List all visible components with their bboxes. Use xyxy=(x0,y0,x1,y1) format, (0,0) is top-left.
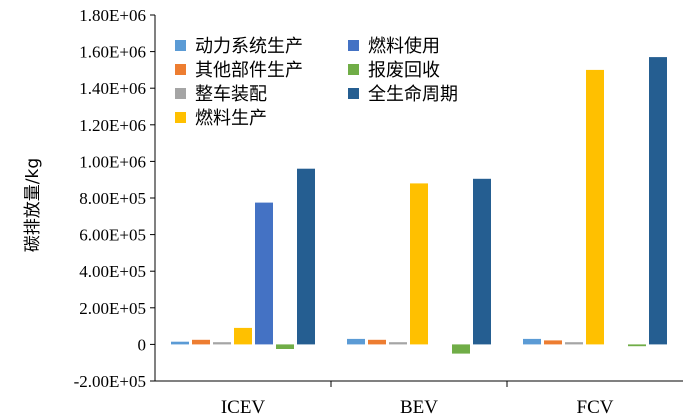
legend-label: 其他部件生产 xyxy=(195,60,303,81)
legend-label: 燃料生产 xyxy=(195,108,267,129)
x-category-label: ICEV xyxy=(221,397,266,418)
bar xyxy=(649,57,667,345)
legend-swatch xyxy=(348,64,359,75)
bar xyxy=(473,178,491,345)
y-tick-label: 1.20E+06 xyxy=(79,116,146,135)
bar xyxy=(368,339,386,345)
y-tick-label: -2.00E+05 xyxy=(74,372,146,391)
y-tick-label: 8.00E+05 xyxy=(79,189,146,208)
y-tick-label: 1.60E+06 xyxy=(79,43,146,62)
x-axis-categories: ICEV BEV FCV xyxy=(221,381,614,418)
bar xyxy=(276,344,294,349)
legend-label: 动力系统生产 xyxy=(195,36,303,57)
y-axis-label: 碳排放量/kg xyxy=(23,158,43,252)
legend-swatch xyxy=(175,88,186,99)
y-axis-ticks: 1.80E+06 1.60E+06 1.40E+06 1.20E+06 1.00E+06… xyxy=(74,6,155,391)
legend-swatch xyxy=(175,64,186,75)
y-tick-label: 4.00E+05 xyxy=(79,262,146,281)
legend-label: 燃料使用 xyxy=(368,36,440,57)
bar xyxy=(192,339,210,345)
y-tick-label: 0 xyxy=(138,335,147,354)
bar xyxy=(213,342,231,345)
bar xyxy=(523,338,541,345)
y-tick-label: 1.80E+06 xyxy=(79,6,146,25)
bars xyxy=(171,57,667,354)
legend-swatch xyxy=(348,40,359,51)
y-tick-label: 6.00E+05 xyxy=(79,226,146,245)
bar xyxy=(544,340,562,345)
y-tick-label: 1.00E+06 xyxy=(79,152,146,171)
legend-label: 全生命周期 xyxy=(368,84,458,105)
bar xyxy=(171,341,189,345)
x-category-label: BEV xyxy=(400,397,438,418)
bar xyxy=(410,183,428,345)
legend-swatch xyxy=(175,40,186,51)
legend-label: 报废回收 xyxy=(368,60,440,81)
legend-swatch xyxy=(175,112,186,123)
bar xyxy=(297,168,315,345)
bar xyxy=(234,327,252,345)
y-tick-label: 1.40E+06 xyxy=(79,79,146,98)
bar xyxy=(255,202,273,345)
bar xyxy=(586,69,604,345)
bar xyxy=(389,342,407,345)
y-tick-label: 2.00E+05 xyxy=(79,299,146,318)
legend-label: 整车装配 xyxy=(195,84,267,105)
legend-swatch xyxy=(348,88,359,99)
bar xyxy=(628,344,646,347)
bar xyxy=(452,344,470,354)
bar xyxy=(565,342,583,345)
x-category-label: FCV xyxy=(577,397,614,418)
bar xyxy=(347,338,365,345)
